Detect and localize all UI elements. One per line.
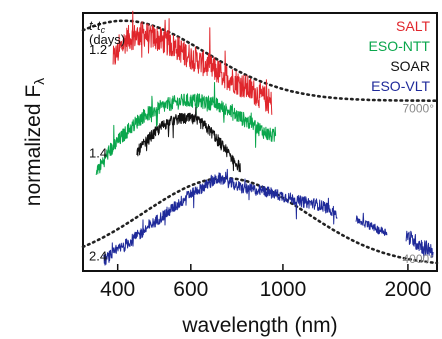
legend: SALT ESO-NTT SOAR ESO-VLT xyxy=(369,18,431,94)
blackbody-curve xyxy=(81,176,439,265)
temperature-label: 4000° xyxy=(403,252,435,266)
blackbody-curves xyxy=(81,19,439,265)
legend-entry: ESO-NTT xyxy=(369,38,431,54)
spectrum-line xyxy=(136,106,241,173)
legend-entry: SOAR xyxy=(390,58,430,74)
temperature-label: 7000° xyxy=(403,102,435,116)
legend-entry: SALT xyxy=(396,18,430,34)
epoch-header: t-tc xyxy=(89,18,106,35)
x-tick-label: 600 xyxy=(173,278,208,301)
x-tick-label: 1000 xyxy=(260,278,307,301)
spectrum-line xyxy=(95,82,277,175)
y-axis-title: normalized Fλ xyxy=(22,78,47,206)
y-axis-title-subscript: λ xyxy=(31,78,47,85)
spectra-series xyxy=(95,10,434,266)
epoch-label: 2.4 xyxy=(89,249,107,264)
spectrum-line xyxy=(405,230,434,258)
epoch-label: 1.4 xyxy=(89,145,107,160)
x-axis-ticks: 400 600 1000 2000 xyxy=(100,264,431,301)
epoch-units: (days) xyxy=(89,32,125,47)
spectrum-line xyxy=(103,168,338,266)
x-tick-label: 2000 xyxy=(385,278,432,301)
epoch-labels: 1.2 1.4 2.4 xyxy=(89,42,107,263)
x-axis-title: wavelength (nm) xyxy=(181,314,337,337)
epoch-label: 1.2 xyxy=(89,42,107,57)
x-tick-label: 400 xyxy=(100,278,135,301)
spectrum-line xyxy=(112,10,273,115)
plot-frame xyxy=(82,12,438,272)
temperature-labels: 7000° 4000° xyxy=(403,102,435,266)
spectrum-line xyxy=(355,212,388,236)
legend-entry: ESO-VLT xyxy=(371,78,430,94)
